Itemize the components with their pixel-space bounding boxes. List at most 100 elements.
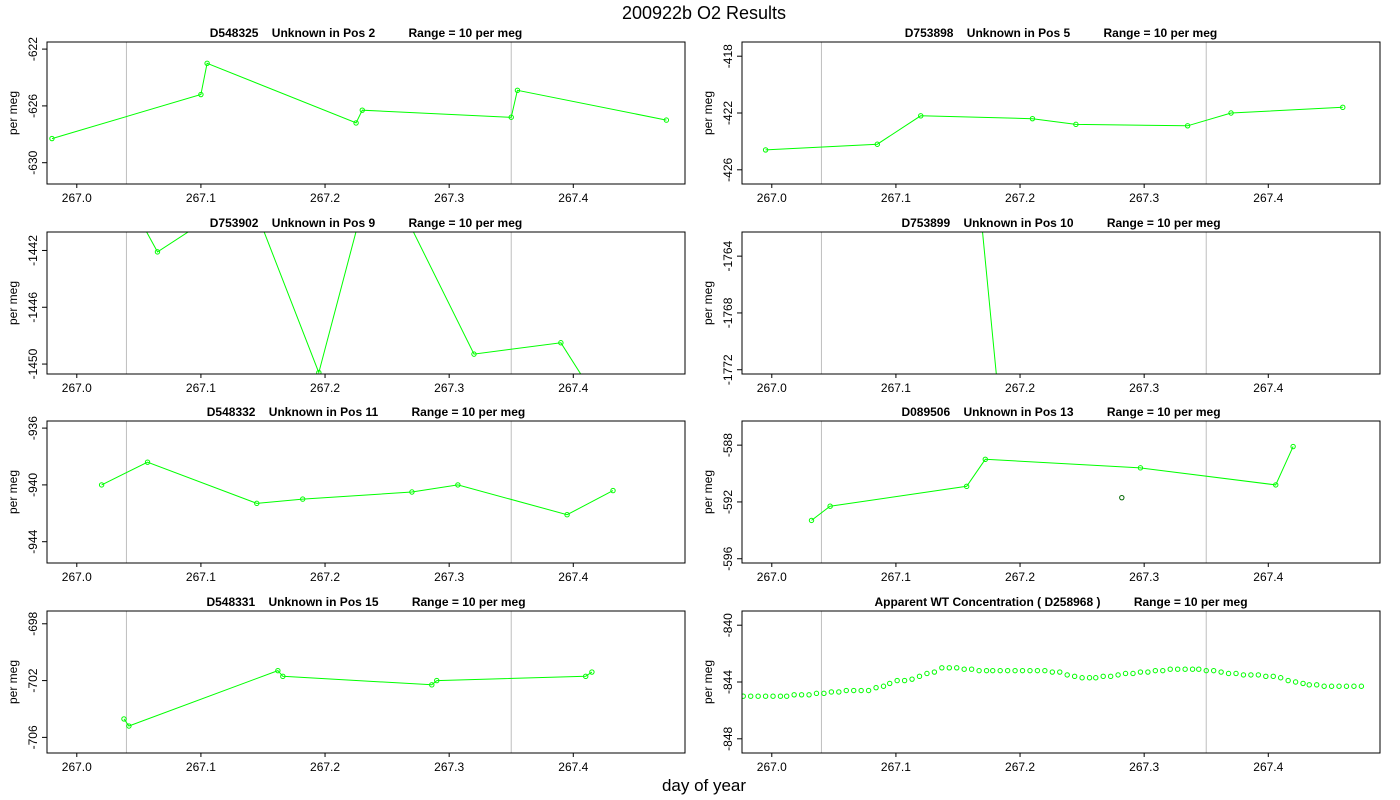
panel-title: D548332 Unknown in Pos 11 Range = 10 per…	[207, 405, 525, 419]
x-tick-label: 267.0	[757, 570, 787, 584]
data-point	[997, 667, 1003, 674]
x-tick-label: 267.3	[1129, 381, 1159, 395]
figure-title: 200922b O2 Results	[622, 3, 786, 23]
data-point	[1019, 667, 1026, 674]
x-tick-label: 267.2	[310, 191, 340, 205]
data-point	[316, 369, 322, 374]
data-point	[954, 665, 960, 671]
x-tick-label: 267.2	[1005, 570, 1035, 584]
series-line	[765, 106, 1343, 151]
data-point	[1313, 682, 1320, 688]
x-tick-label: 267.3	[434, 381, 464, 395]
x-tick-label: 267.1	[186, 570, 216, 584]
x-tick-label: 267.3	[434, 570, 464, 584]
data-point	[939, 665, 945, 671]
x-tick-label: 267.1	[881, 191, 911, 205]
data-point	[1328, 683, 1335, 689]
data-point	[429, 682, 435, 688]
data-point	[874, 141, 880, 147]
plot-frame	[741, 610, 1381, 754]
y-tick-label: -1768	[721, 297, 735, 328]
x-tick-label: 267.2	[310, 760, 340, 774]
panel-title: D548331 Unknown in Pos 15 Range = 10 per…	[206, 595, 525, 609]
panel-1: D548325 Unknown in Pos 2 Range = 10 per …	[6, 26, 686, 205]
y-tick-label: -630	[26, 150, 40, 174]
data-point	[916, 673, 923, 680]
data-point	[843, 687, 849, 694]
data-point	[982, 456, 988, 463]
data-point	[508, 114, 514, 120]
data-point	[1203, 667, 1209, 674]
data-point	[1285, 677, 1291, 684]
data-point	[514, 87, 521, 93]
panel-title: D753902 Unknown in Pos 9 Range = 10 per …	[210, 216, 522, 230]
plot-area	[742, 665, 1365, 699]
data-point	[813, 690, 820, 697]
data-point	[359, 107, 365, 113]
y-tick-label: -698	[26, 611, 40, 635]
x-tick-label: 267.0	[62, 570, 92, 584]
data-point	[1225, 670, 1232, 677]
data-point	[1073, 121, 1079, 128]
plot-frame	[741, 231, 1381, 375]
x-tick-label: 267.3	[1129, 191, 1159, 205]
data-point	[1358, 683, 1365, 689]
extra-point	[1119, 494, 1125, 501]
panel-title: D548325 Unknown in Pos 2 Range = 10 per …	[210, 26, 522, 40]
data-point	[808, 517, 815, 524]
plot-area	[808, 443, 1296, 524]
x-tick-label: 267.1	[186, 381, 216, 395]
data-point	[280, 673, 286, 680]
data-point	[610, 487, 616, 494]
panel-5: D548332 Unknown in Pos 11 Range = 10 per…	[6, 405, 686, 584]
x-tick-label: 267.1	[881, 570, 911, 584]
data-point	[1145, 669, 1151, 675]
x-tick-label: 267.0	[62, 381, 92, 395]
y-tick-label: -840	[721, 613, 735, 637]
plot-frame	[46, 610, 686, 754]
x-tick-label: 267.0	[757, 760, 787, 774]
y-tick-label: -622	[26, 37, 40, 61]
data-point	[1093, 675, 1099, 681]
panel-title: D089506 Unknown in Pos 13 Range = 10 per…	[901, 405, 1220, 419]
data-point	[894, 677, 900, 684]
data-point	[946, 665, 952, 671]
y-tick-label: -1446	[26, 292, 40, 323]
x-tick-label: 267.4	[558, 191, 588, 205]
plot-area	[982, 232, 997, 374]
data-point	[434, 677, 440, 684]
data-point	[1029, 115, 1036, 122]
series-line	[982, 232, 997, 374]
panel-6: D089506 Unknown in Pos 13 Range = 10 per…	[701, 405, 1381, 584]
y-axis-label: per meg	[6, 281, 20, 325]
data-point	[663, 117, 670, 123]
data-point	[1122, 670, 1129, 677]
y-tick-label: -940	[26, 473, 40, 497]
series-line	[123, 670, 593, 727]
x-tick-label: 267.4	[1253, 570, 1283, 584]
data-point	[1300, 680, 1306, 687]
plot-area	[98, 459, 616, 518]
panel-7: D548331 Unknown in Pos 15 Range = 10 per…	[6, 595, 686, 774]
data-point	[1012, 667, 1018, 674]
data-point	[963, 483, 970, 490]
data-point	[1292, 679, 1299, 685]
data-point	[1174, 666, 1181, 672]
data-point	[762, 693, 769, 699]
data-point	[1340, 104, 1346, 111]
data-point	[887, 680, 893, 687]
x-tick-label: 267.1	[881, 760, 911, 774]
data-point	[409, 489, 415, 495]
data-point	[1278, 675, 1284, 681]
data-point	[275, 667, 281, 674]
data-point	[1233, 670, 1239, 677]
x-tick-label: 267.4	[1253, 760, 1283, 774]
data-point	[747, 693, 754, 699]
y-axis-label: per meg	[6, 91, 20, 135]
x-tick-label: 267.4	[558, 570, 588, 584]
data-point	[193, 226, 197, 230]
data-point	[798, 692, 805, 698]
panel-2: D753898 Unknown in Pos 5 Range = 10 per …	[701, 26, 1381, 205]
data-point	[1160, 667, 1166, 674]
